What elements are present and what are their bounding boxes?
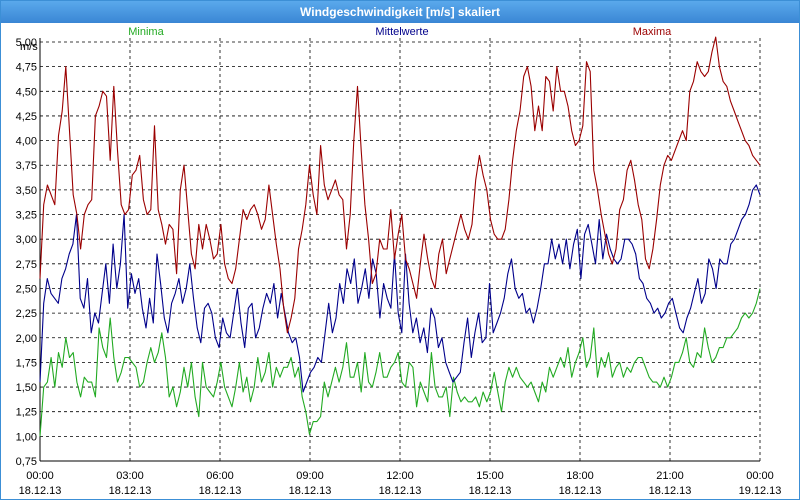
- y-tick-label: 3,75: [16, 160, 37, 172]
- series-line-minima: [39, 288, 761, 437]
- x-tick-time: 15:00: [476, 470, 504, 482]
- x-tick-labels: 00:00 18.12.13 03:00 18.12.13 06:00 18.12.13 0…: [19, 470, 782, 497]
- y-tick-label: 4,50: [16, 86, 37, 98]
- y-tick-label: 5,00: [16, 37, 37, 49]
- y-tick-label: 4,25: [16, 111, 37, 123]
- y-tick-label: 1,00: [16, 431, 37, 443]
- x-tick-date: 18.12.13: [19, 485, 62, 497]
- x-tick-date: 18.12.13: [199, 485, 242, 497]
- y-tick-labels: 0,75 1,00 1,25 1,50 1,75 2,00 2,25 2,50 2,75 3,00…: [16, 37, 37, 468]
- grid-lines: [39, 38, 761, 462]
- x-tick-date: 18.12.13: [649, 485, 692, 497]
- y-tick-label: 0,75: [16, 456, 37, 468]
- y-tick-label: 1,25: [16, 407, 37, 419]
- y-tick-label: 3,50: [16, 185, 37, 197]
- x-tick-date: 19.12.13: [739, 485, 782, 497]
- x-tick-time: 12:00: [386, 470, 414, 482]
- x-tick-date: 18.12.13: [559, 485, 602, 497]
- series-line-mittelwerte: [39, 184, 761, 393]
- y-tick-label: 1,50: [16, 382, 37, 394]
- legend-maxima: Maxima: [633, 26, 672, 38]
- legend-minima: Minima: [128, 26, 164, 38]
- x-tick-date: 18.12.13: [469, 485, 512, 497]
- x-tick-time: 00:00: [26, 470, 54, 482]
- y-tick-label: 4,75: [16, 62, 37, 74]
- y-tick-label: 1,75: [16, 357, 37, 369]
- x-tick-time: 06:00: [206, 470, 234, 482]
- y-tick-label: 4,00: [16, 136, 37, 148]
- x-tick-time: 09:00: [296, 470, 324, 482]
- y-tick-label: 2,75: [16, 259, 37, 271]
- x-tick-date: 18.12.13: [289, 485, 332, 497]
- x-tick-time: 18:00: [566, 470, 594, 482]
- y-tick-label: 2,00: [16, 333, 37, 345]
- legend-mittelwerte: Mittelwerte: [375, 26, 428, 38]
- y-tick-label: 2,25: [16, 308, 37, 320]
- y-tick-label: 3,00: [16, 234, 37, 246]
- series-lines: [39, 36, 761, 437]
- y-axis-label: m/s: [20, 41, 38, 53]
- series-line-maxima: [39, 36, 761, 334]
- axes: [39, 38, 760, 462]
- x-tick-date: 18.12.13: [379, 485, 422, 497]
- x-tick-time: 00:00: [746, 470, 774, 482]
- y-tick-label: 2,50: [16, 283, 37, 295]
- x-tick-date: 18.12.13: [109, 485, 152, 497]
- x-tick-time: 03:00: [116, 470, 144, 482]
- window-title: Windgeschwindigkeit [m/s] skaliert: [1, 1, 799, 23]
- y-tick-label: 3,25: [16, 210, 37, 222]
- x-tick-time: 21:00: [656, 470, 684, 482]
